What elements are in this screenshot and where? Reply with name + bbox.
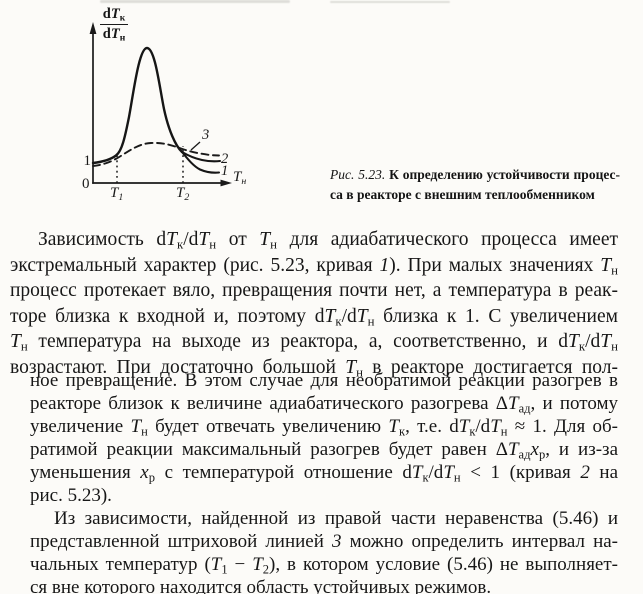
body-line: торе близка к входной и, поэтому dTк/dTн… [10,305,618,329]
body-line: Из зависимости, найденной из правой част… [54,508,618,529]
x-axis-arrow-icon [220,179,232,187]
figure-5-23-plot [89,22,232,187]
body-line: уменьшения xр с температурой отношение d… [30,462,619,485]
body-line: представленной штриховой линией 3 можно … [30,531,619,552]
body-line: увеличение Tн будет отвечать увеличению … [30,416,619,439]
curve-label-3: 3 [202,127,210,143]
x-tick-t1: T1 [110,185,124,203]
curve-3-leader-line [190,141,201,151]
body-line: ся вне которого находится область устойч… [30,577,492,594]
figure-caption: Рис. 5.23. К определению устойчивости пр… [330,165,620,204]
paragraph-1: Зависимость dTк/dTн от Tн для адиабатиче… [10,227,618,380]
x-axis-label: Tн [233,169,247,187]
y-axis-label-fraction: dTк dTн [96,6,132,43]
y-axis-fraction-numerator: dTк [99,6,129,25]
caption-line-1: Рис. 5.23. К определению устойчивости пр… [330,167,620,182]
body-line: чальных температур (T1 − T2), в котором … [30,554,618,577]
x-tick-t2: T2 [176,185,190,203]
curve-label-2: 2 [221,151,229,167]
y-axis-fraction-denominator: dTн [102,26,126,44]
curve-2-tail [180,150,222,163]
curve-1-tail [180,150,221,174]
body-line: реакторе близок к величине адиабатическо… [30,393,618,416]
curve-3-dashed [92,141,220,167]
body-line: экстремальный характер (рис. 5.23, крива… [10,254,618,278]
y-axis-arrow-icon [89,22,97,34]
origin-0: 0 [82,176,90,192]
body-line: процесс протекает вяло, превращения почт… [10,280,618,301]
scan-artifact-top-right [330,1,450,3]
caption-line-2: са в реакторе с внешним теплообменником [330,186,595,202]
scan-artifact-top-left [100,0,290,3]
body-line: ратимой реакции максимальный разогрев бу… [30,439,618,462]
indented-text-block: ное превращение. В этом случае для необр… [30,369,618,594]
body-line: возрастают. При достаточно большой Tн в … [10,356,618,380]
body-line: рис. 5.23). [30,485,112,506]
body-line: ное превращение. В этом случае для необр… [30,370,618,391]
body-line: Tн температура на выходе из реактора, а,… [10,331,618,354]
curve-1-main-peak [91,46,184,165]
curve-label-1: 1 [221,163,229,179]
body-line: Зависимость dTк/dTн от Tн для адиабатиче… [38,229,618,252]
y-tick-1: 1 [83,153,92,169]
